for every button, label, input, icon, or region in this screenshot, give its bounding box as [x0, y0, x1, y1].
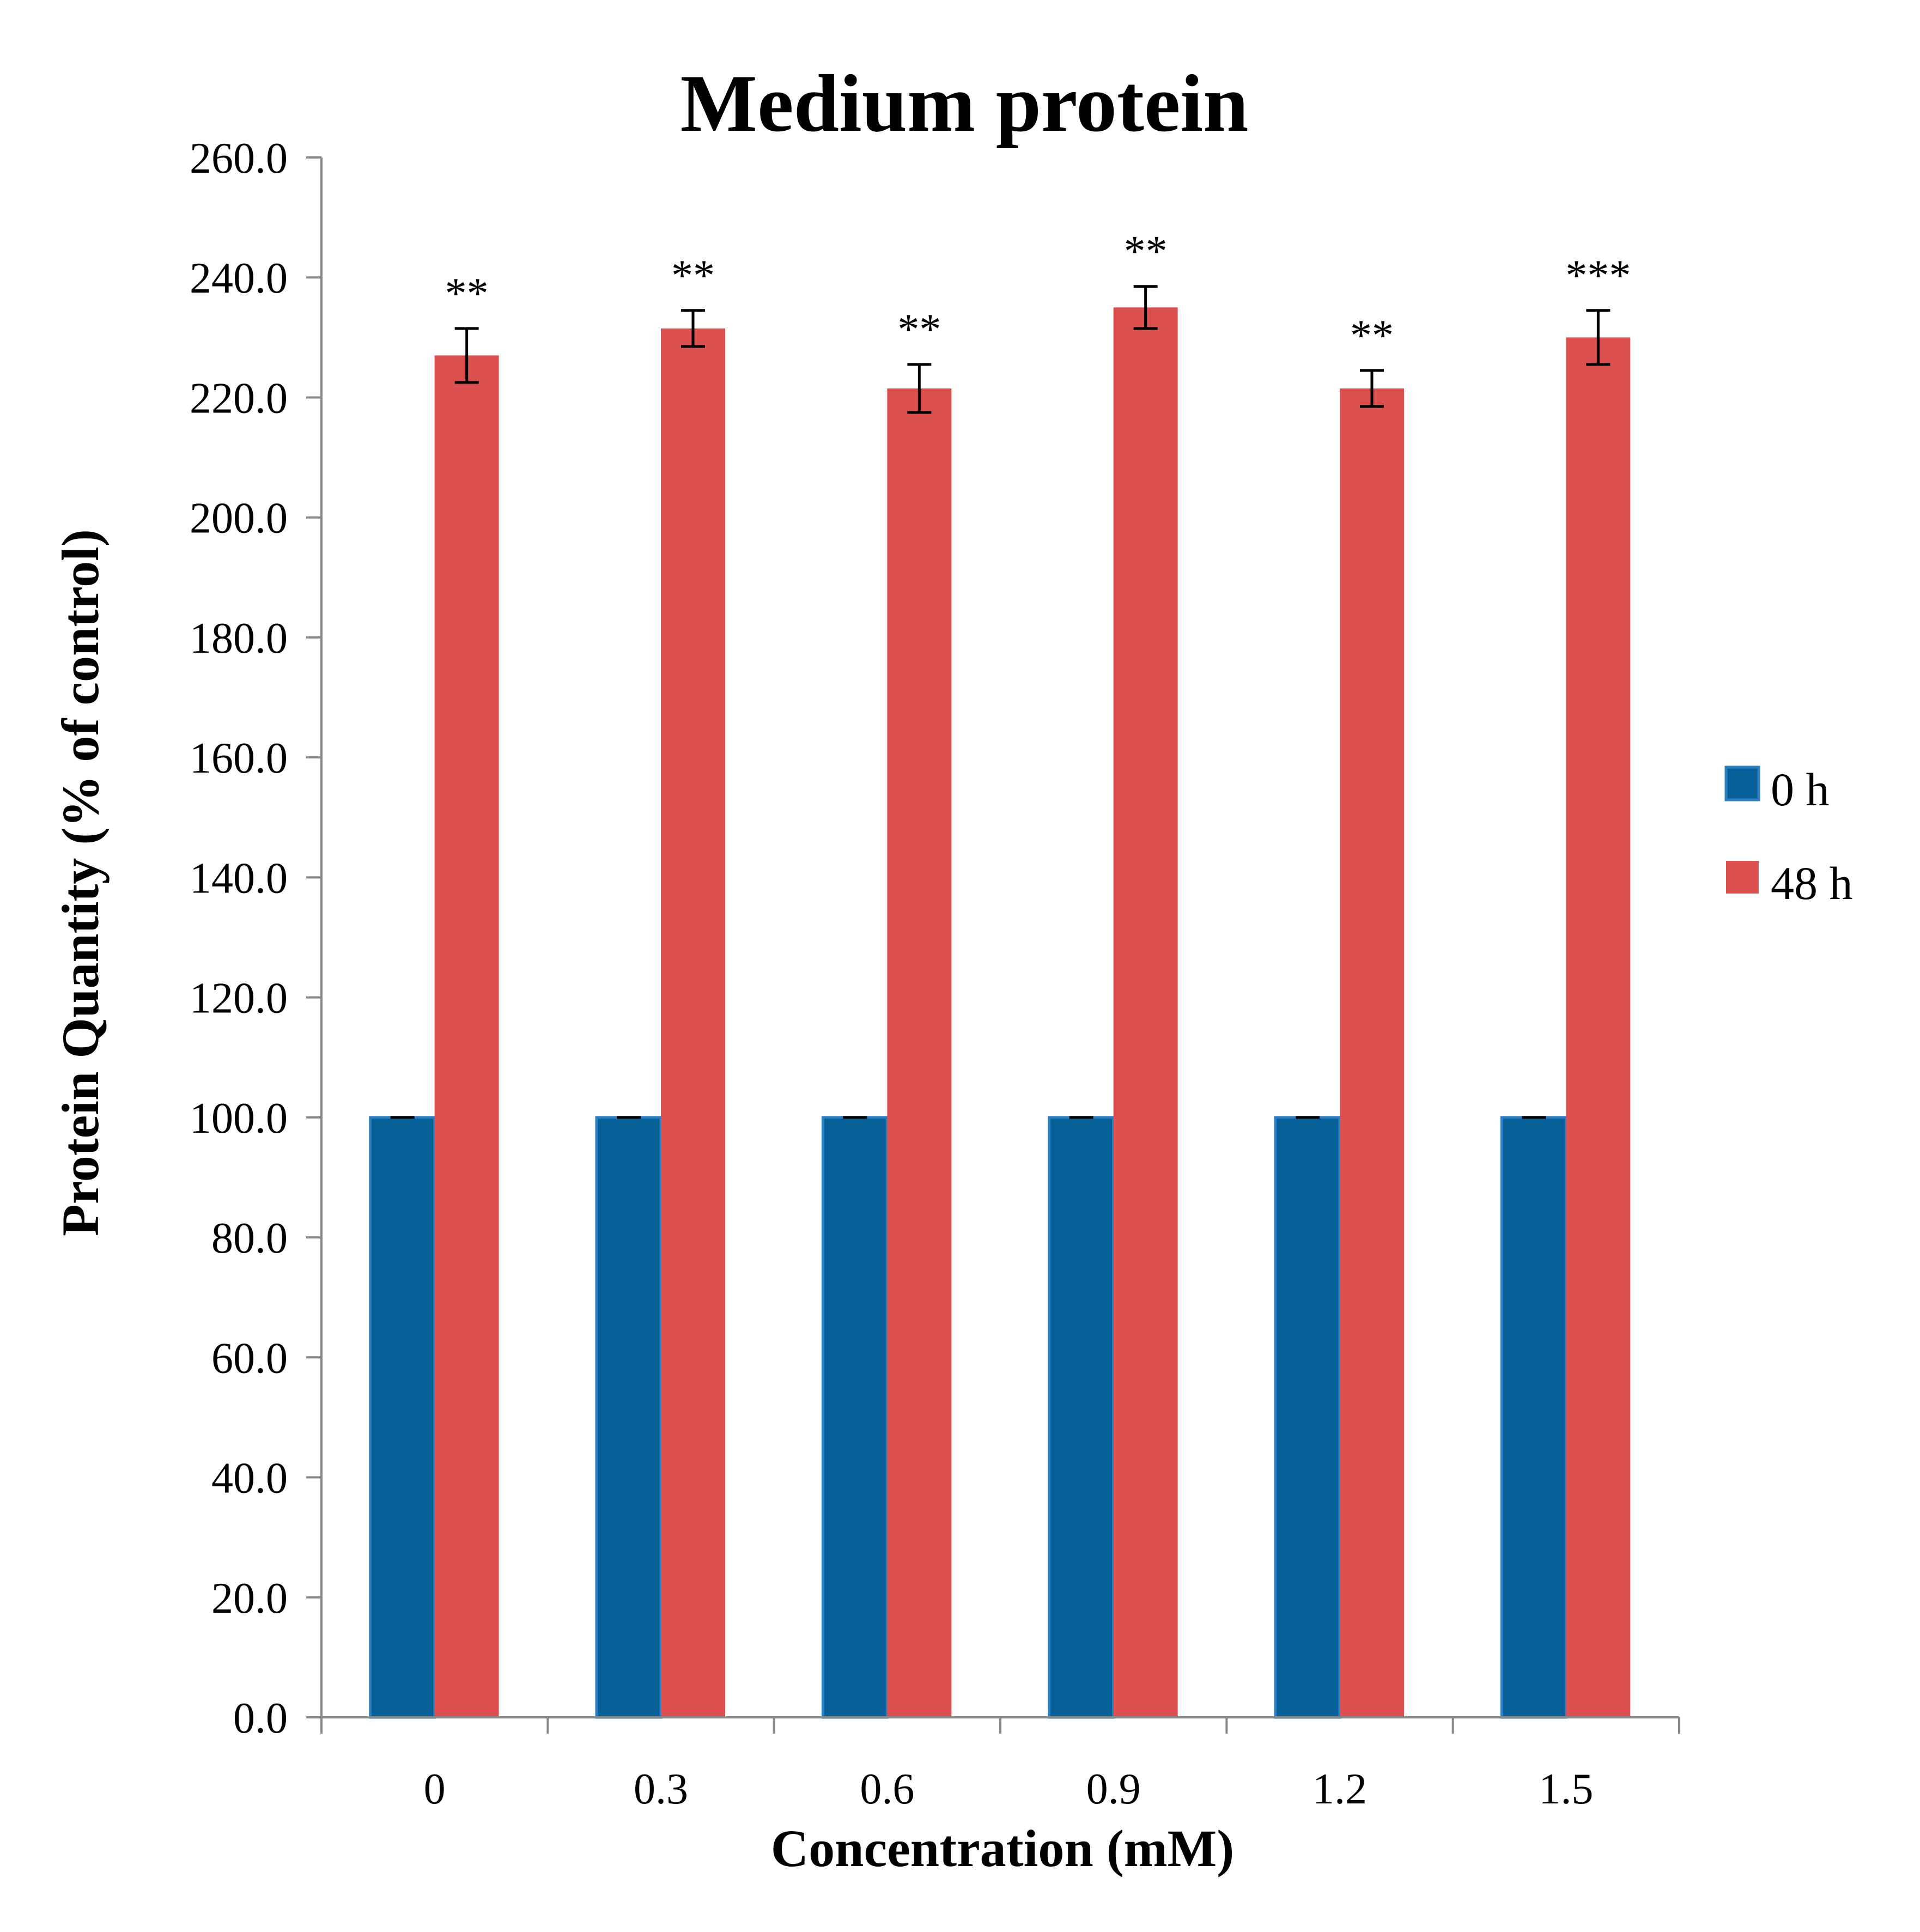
y-tick-label: 20.0 — [211, 1575, 288, 1623]
chart-background — [0, 0, 1920, 1932]
legend-swatch-48h — [1726, 861, 1759, 894]
bar-0h — [370, 1117, 435, 1717]
bar-0h — [597, 1117, 661, 1717]
legend-label: 0 h — [1771, 763, 1830, 816]
y-tick-label: 60.0 — [211, 1334, 288, 1382]
bar-48h — [887, 388, 951, 1717]
legend-label: 48 h — [1771, 857, 1853, 909]
bar-chart: Medium protein Protein Quantity (% of co… — [0, 0, 1920, 1932]
significance-label: ** — [1124, 228, 1168, 276]
bar-0h — [823, 1117, 887, 1717]
chart-title: Medium protein — [680, 58, 1248, 149]
x-tick-label: 0 — [424, 1765, 446, 1813]
x-tick-label: 0.3 — [634, 1765, 688, 1813]
y-tick-label: 240.0 — [190, 254, 288, 302]
x-tick-label: 1.2 — [1313, 1765, 1367, 1813]
x-tick-label: 0.6 — [860, 1765, 914, 1813]
significance-label: ** — [1350, 312, 1394, 360]
y-tick-label: 180.0 — [190, 615, 288, 663]
bar-48h — [435, 355, 499, 1717]
significance-label: ** — [897, 306, 941, 354]
bar-48h — [1114, 307, 1178, 1717]
y-tick-label: 140.0 — [190, 854, 288, 902]
y-tick-label: 260.0 — [190, 135, 288, 183]
significance-label: ** — [445, 270, 489, 318]
legend-swatch-0h — [1726, 767, 1759, 800]
significance-label: *** — [1565, 252, 1631, 300]
y-tick-label: 40.0 — [211, 1455, 288, 1503]
bar-0h — [1502, 1117, 1566, 1717]
bar-48h — [1340, 388, 1404, 1717]
y-tick-label: 160.0 — [190, 734, 288, 782]
y-tick-label: 0.0 — [233, 1694, 288, 1742]
bar-48h — [1566, 337, 1630, 1717]
significance-label: ** — [671, 252, 715, 300]
x-tick-label: 1.5 — [1539, 1765, 1593, 1813]
x-tick-label: 0.9 — [1086, 1765, 1141, 1813]
x-axis-label: Concentration (mM) — [771, 1819, 1234, 1878]
y-axis-label: Protein Quantity (% of control) — [51, 529, 110, 1236]
bar-0h — [1049, 1117, 1114, 1717]
y-tick-label: 100.0 — [190, 1095, 288, 1143]
y-tick-label: 220.0 — [190, 374, 288, 422]
y-tick-label: 120.0 — [190, 975, 288, 1023]
y-tick-label: 80.0 — [211, 1214, 288, 1262]
bar-48h — [661, 329, 725, 1717]
bar-0h — [1275, 1117, 1340, 1717]
y-tick-label: 200.0 — [190, 495, 288, 543]
